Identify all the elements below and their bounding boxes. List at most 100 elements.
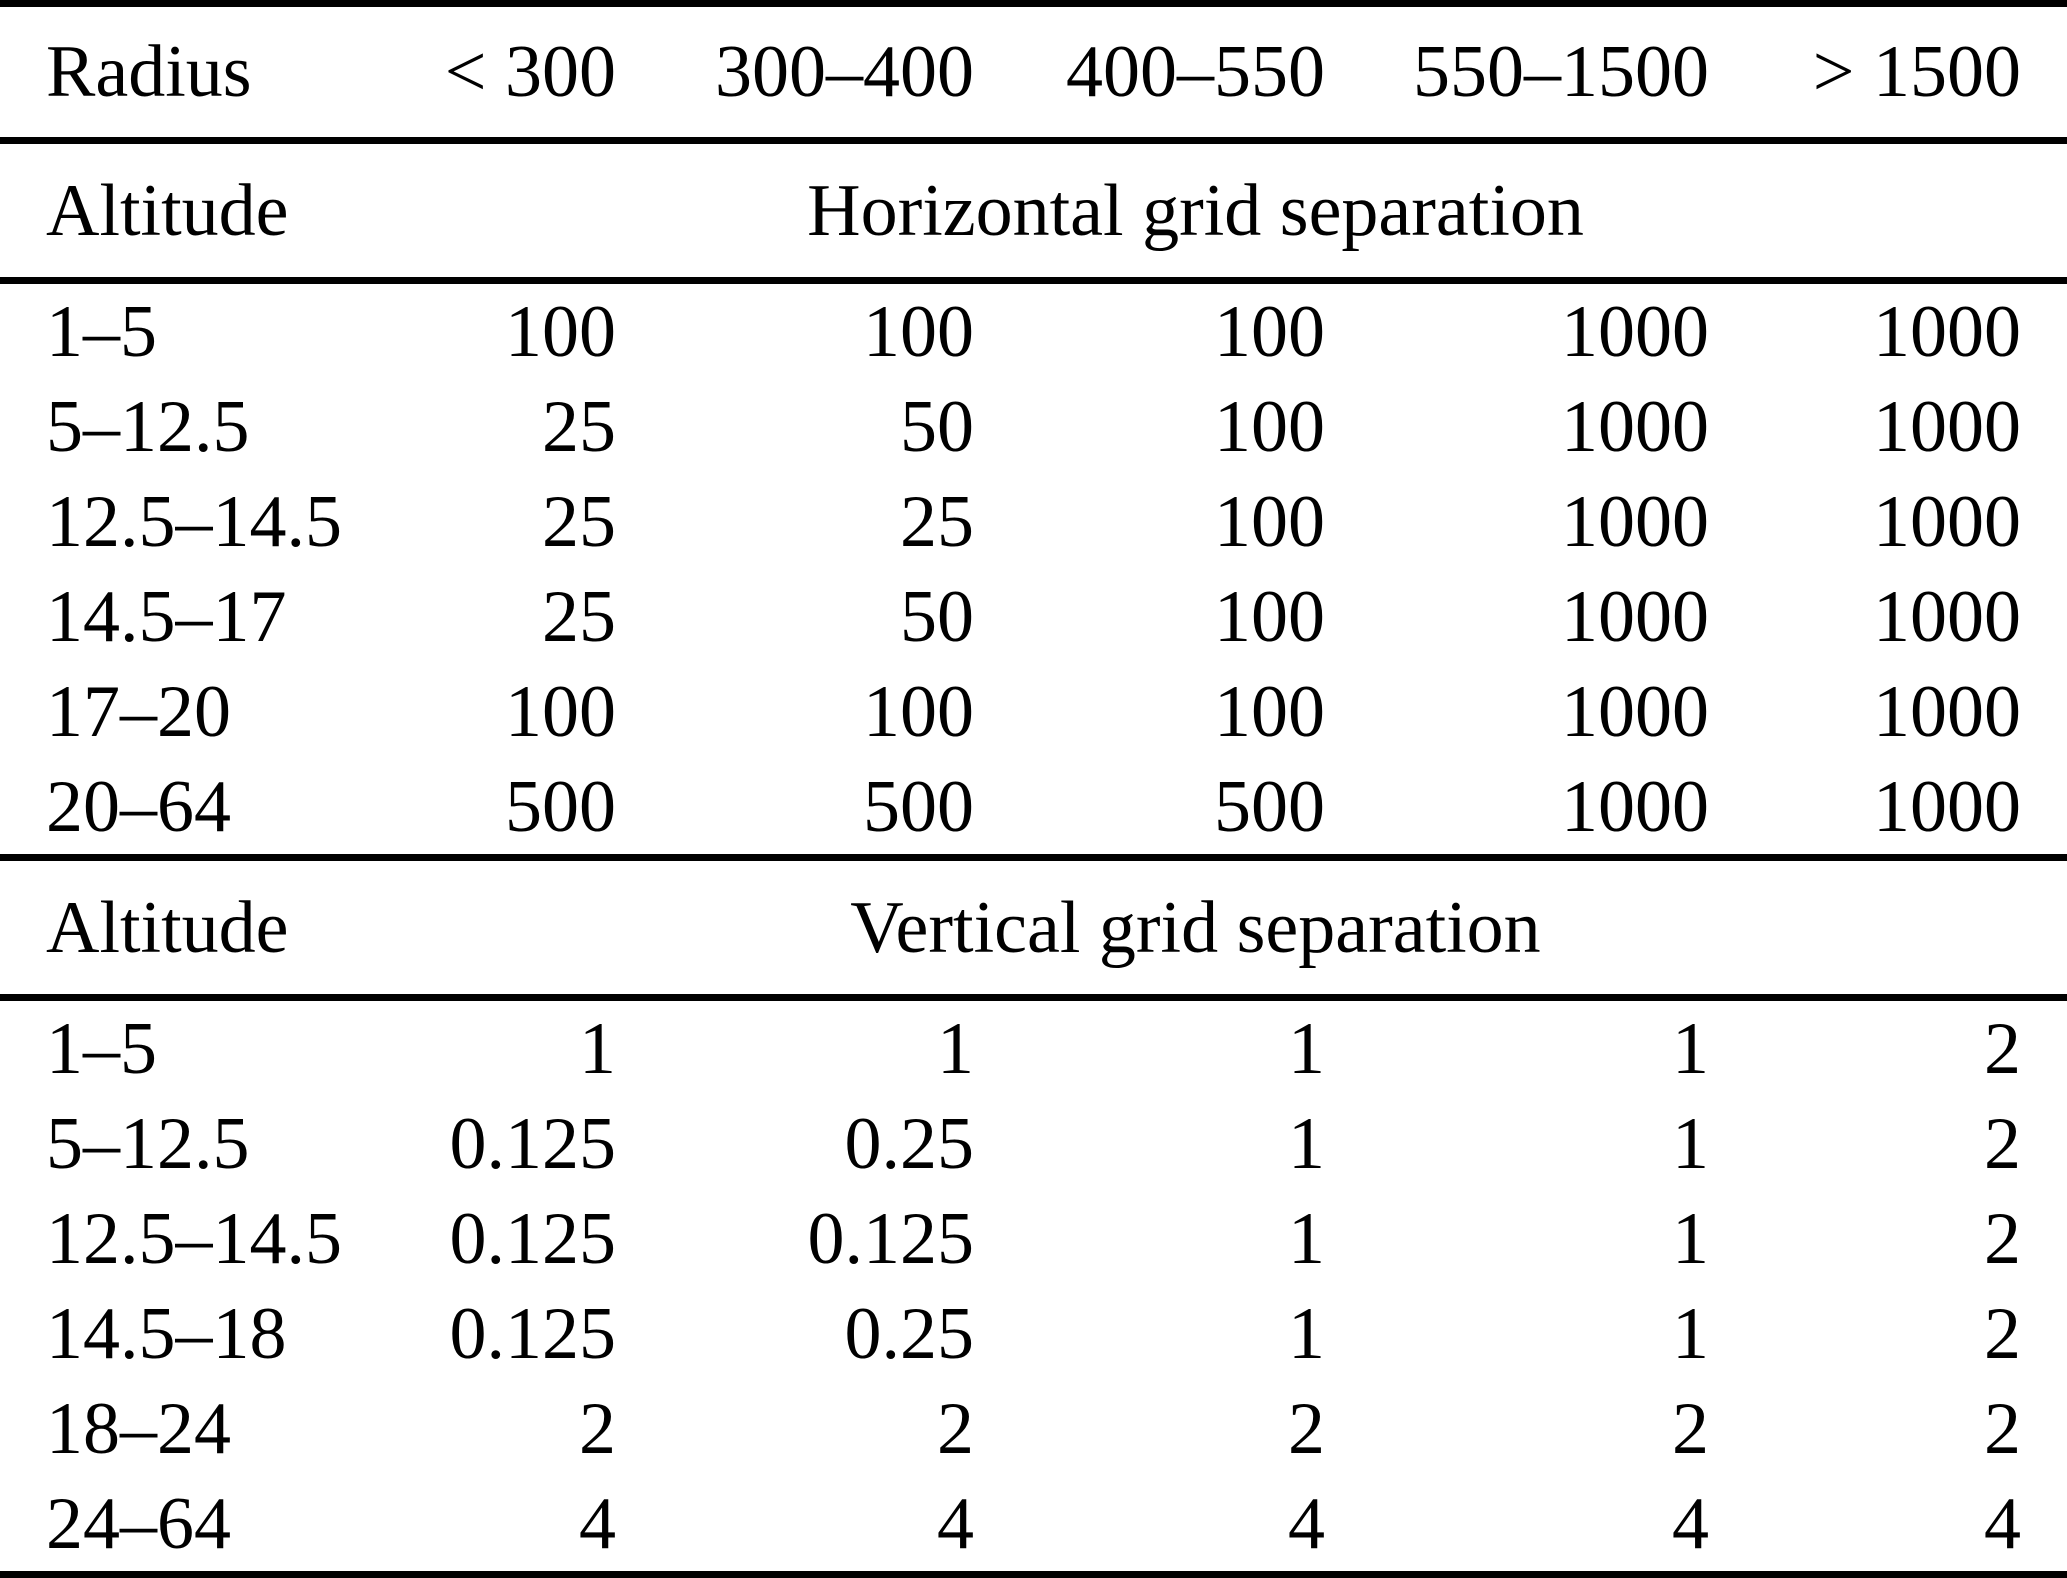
value-cell: 100 — [1214, 290, 1325, 373]
value-cell: 25 — [542, 385, 616, 468]
value-cell: 2 — [1984, 1102, 2021, 1185]
value-cell: 4 — [974, 1476, 1325, 1578]
value-cell: 1 — [1672, 1007, 1709, 1090]
value-cell: 1 — [1288, 1102, 1325, 1185]
value-cell: 1000 — [1325, 759, 1709, 861]
value-cell: 1 — [1288, 1197, 1325, 1280]
value-cell: 1000 — [1873, 385, 2021, 468]
radius-bin-4: 550–1500 — [1325, 0, 1709, 144]
altitude-range-cell: 14.5–17 — [46, 575, 287, 658]
value-cell: 2 — [1984, 1007, 2021, 1090]
table-row: 1–5 100 100 100 1000 1000 — [0, 281, 2067, 380]
altitude-range-cell: 14.5–18 — [46, 1292, 287, 1375]
altitude-range-cell: 5–12.5 — [46, 385, 250, 468]
value-cell: 100 — [505, 670, 616, 753]
value-cell: 100 — [863, 670, 974, 753]
table-row: 5–12.5 25 50 100 1000 1000 — [0, 379, 2067, 474]
altitude-range-cell: 17–20 — [46, 670, 231, 753]
altitude-range-cell: 1–5 — [46, 1007, 157, 1090]
value-cell: 100 — [1214, 575, 1325, 658]
horizontal-section-header-row: Altitude Horizontal grid separation — [0, 140, 2067, 284]
value-cell: 2 — [1984, 1292, 2021, 1375]
value-cell: 1000 — [1873, 480, 2021, 563]
table-row: 12.5–14.5 25 25 100 1000 1000 — [0, 474, 2067, 569]
value-cell: 1 — [1288, 1007, 1325, 1090]
value-cell: 100 — [863, 290, 974, 373]
vertical-separation-section: Altitude Vertical grid separation 1–5 1 1 1… — [0, 857, 2067, 1578]
value-cell: 0.125 — [807, 1197, 975, 1280]
value-cell: 25 — [542, 575, 616, 658]
value-cell: 2 — [1984, 1387, 2021, 1470]
value-cell: 1000 — [1561, 290, 1709, 373]
value-cell: 25 — [542, 480, 616, 563]
value-cell: 1 — [579, 1007, 616, 1090]
value-cell: 0.25 — [844, 1102, 975, 1185]
value-cell: 1 — [937, 1007, 974, 1090]
altitude-range-cell: 24–64 — [0, 1476, 370, 1578]
table-row: 5–12.5 0.125 0.25 1 1 2 — [0, 1096, 2067, 1191]
value-cell: 2 — [1984, 1197, 2021, 1280]
vertical-section-header-row: Altitude Vertical grid separation — [0, 857, 2067, 1001]
value-cell: 2 — [1672, 1387, 1709, 1470]
value-cell: 0.125 — [449, 1197, 617, 1280]
altitude-range-cell: 18–24 — [46, 1387, 231, 1470]
value-cell: 2 — [1288, 1387, 1325, 1470]
table-row: 18–24 2 2 2 2 2 — [0, 1381, 2067, 1476]
table-row: 14.5–17 25 50 100 1000 1000 — [0, 569, 2067, 664]
horizontal-separation-section: Altitude Horizontal grid separation 1–5 1… — [0, 140, 2067, 861]
radius-bin-2: 300–400 — [616, 0, 974, 144]
value-cell: 1000 — [1873, 575, 2021, 658]
value-cell: 1000 — [1873, 290, 2021, 373]
altitude-header-label: Altitude — [0, 857, 370, 1001]
vertical-section-title: Vertical grid separation — [370, 857, 2067, 1001]
horizontal-section-title: Horizontal grid separation — [370, 140, 2067, 284]
value-cell: 100 — [1214, 480, 1325, 563]
value-cell: 1000 — [1561, 385, 1709, 468]
value-cell: 100 — [505, 290, 616, 373]
value-cell: 1000 — [1561, 670, 1709, 753]
value-cell: 4 — [1709, 1476, 2067, 1578]
radius-bin-1: < 300 — [370, 0, 616, 144]
value-cell: 0.125 — [449, 1102, 617, 1185]
value-cell: 0.25 — [844, 1292, 975, 1375]
altitude-range-cell: 12.5–14.5 — [46, 1197, 342, 1280]
radius-header-label: Radius — [0, 0, 370, 144]
table-row: 17–20 100 100 100 1000 1000 — [0, 664, 2067, 759]
value-cell: 1000 — [1873, 670, 2021, 753]
altitude-range-cell: 5–12.5 — [46, 1102, 250, 1185]
value-cell: 1000 — [1561, 575, 1709, 658]
value-cell: 500 — [974, 759, 1325, 861]
value-cell: 100 — [1214, 385, 1325, 468]
altitude-range-cell: 1–5 — [46, 290, 157, 373]
value-cell: 50 — [900, 385, 974, 468]
value-cell: 2 — [579, 1387, 616, 1470]
value-cell: 1 — [1288, 1292, 1325, 1375]
value-cell: 25 — [900, 480, 974, 563]
value-cell: 100 — [1214, 670, 1325, 753]
value-cell: 4 — [1325, 1476, 1709, 1578]
radius-header-row: Radius < 300 300–400 400–550 550–1500 > … — [0, 0, 2067, 144]
altitude-range-cell: 20–64 — [0, 759, 370, 861]
value-cell: 2 — [937, 1387, 974, 1470]
radius-bin-3: 400–550 — [974, 0, 1325, 144]
value-cell: 4 — [370, 1476, 616, 1578]
value-cell: 1 — [1672, 1292, 1709, 1375]
table-row: 14.5–18 0.125 0.25 1 1 2 — [0, 1286, 2067, 1381]
radius-bin-5: > 1500 — [1709, 0, 2067, 144]
altitude-range-cell: 12.5–14.5 — [46, 480, 342, 563]
value-cell: 500 — [370, 759, 616, 861]
table-row: 12.5–14.5 0.125 0.125 1 1 2 — [0, 1191, 2067, 1286]
value-cell: 1000 — [1561, 480, 1709, 563]
table-row: 1–5 1 1 1 1 2 — [0, 998, 2067, 1097]
altitude-header-label: Altitude — [0, 140, 370, 284]
table-row: 20–64 500 500 500 1000 1000 — [0, 759, 2067, 861]
value-cell: 50 — [900, 575, 974, 658]
value-cell: 1000 — [1709, 759, 2067, 861]
value-cell: 1 — [1672, 1102, 1709, 1185]
value-cell: 1 — [1672, 1197, 1709, 1280]
value-cell: 500 — [616, 759, 974, 861]
value-cell: 0.125 — [449, 1292, 617, 1375]
value-cell: 4 — [616, 1476, 974, 1578]
